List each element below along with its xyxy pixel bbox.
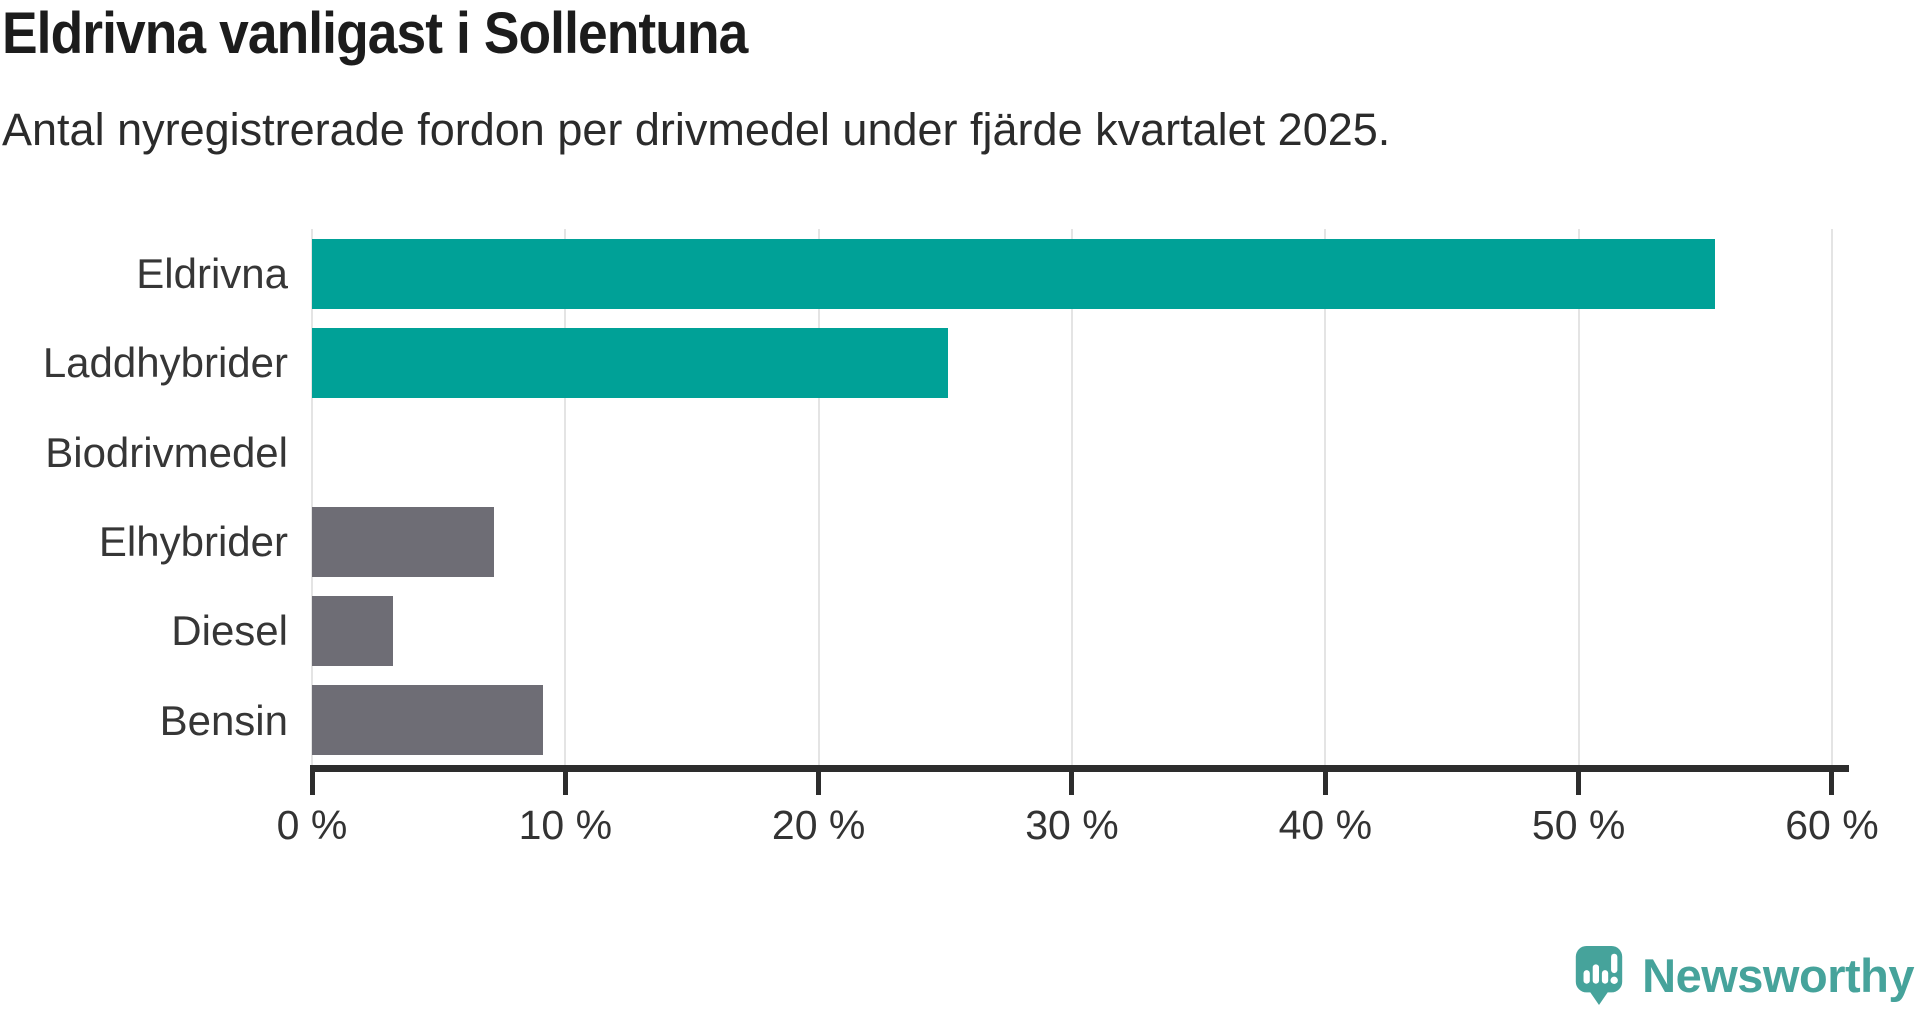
category-label-laddhybrider: Laddhybrider xyxy=(42,339,288,387)
category-label-elhybrider: Elhybrider xyxy=(98,518,288,565)
x-axis-line xyxy=(312,765,1849,772)
category-label-eldrivna: Eldrivna xyxy=(136,250,288,297)
gridline-10 xyxy=(564,229,567,765)
bar-row-bensin xyxy=(312,676,1847,765)
bar-row-eldrivna xyxy=(312,229,1847,318)
gridline-50 xyxy=(1577,229,1580,765)
gridline-0 xyxy=(311,229,313,765)
x-tick-0 xyxy=(309,765,315,795)
bar-row-biodrivmedel xyxy=(312,408,1847,497)
bar-elhybrider xyxy=(312,506,495,577)
x-tick-20 xyxy=(816,765,822,795)
category-axis: Eldrivna Laddhybrider Biodrivmedel Elhybrid… xyxy=(0,229,288,765)
newsworthy-logo: Newsworthy xyxy=(1570,944,1914,1006)
category-label-diesel: Diesel xyxy=(171,607,288,655)
x-tick-40 xyxy=(1322,765,1328,795)
x-tick-label-30: 30 % xyxy=(1025,802,1119,848)
x-tick-60 xyxy=(1829,765,1835,795)
category-label-bensin: Bensin xyxy=(159,696,288,744)
bar-row-elhybrider xyxy=(312,497,1847,586)
x-tick-label-60: 60 % xyxy=(1785,802,1879,848)
bar-laddhybrider xyxy=(312,327,948,398)
x-tick-label-20: 20 % xyxy=(771,802,866,848)
bar-row-laddhybrider xyxy=(312,318,1847,407)
bar-bensin xyxy=(312,685,543,756)
gridline-20 xyxy=(817,229,820,765)
chart-subtitle: Antal nyregistrerade fordon per drivmede… xyxy=(2,104,1391,155)
x-tick-label-50: 50 % xyxy=(1531,802,1626,848)
gridline-40 xyxy=(1324,229,1327,765)
newsworthy-bubble-icon xyxy=(1575,946,1623,1005)
bar-row-diesel xyxy=(312,586,1847,675)
bar-eldrivna xyxy=(312,238,1716,309)
newsworthy-wordmark: Newsworthy xyxy=(1642,948,1914,1002)
plot-area xyxy=(311,229,1847,765)
x-tick-10 xyxy=(562,765,568,795)
bar-diesel xyxy=(312,595,394,666)
x-tick-30 xyxy=(1069,765,1075,795)
x-tick-label-0: 0 % xyxy=(276,802,348,848)
category-label-biodrivmedel: Biodrivmedel xyxy=(45,428,288,476)
chart-title: Eldrivna vanligast i Sollentuna xyxy=(2,1,748,66)
x-tick-50 xyxy=(1576,765,1582,795)
gridline-30 xyxy=(1070,229,1073,765)
x-tick-label-40: 40 % xyxy=(1278,802,1373,848)
gridline-60 xyxy=(1830,229,1833,765)
x-tick-label-10: 10 % xyxy=(518,802,613,848)
